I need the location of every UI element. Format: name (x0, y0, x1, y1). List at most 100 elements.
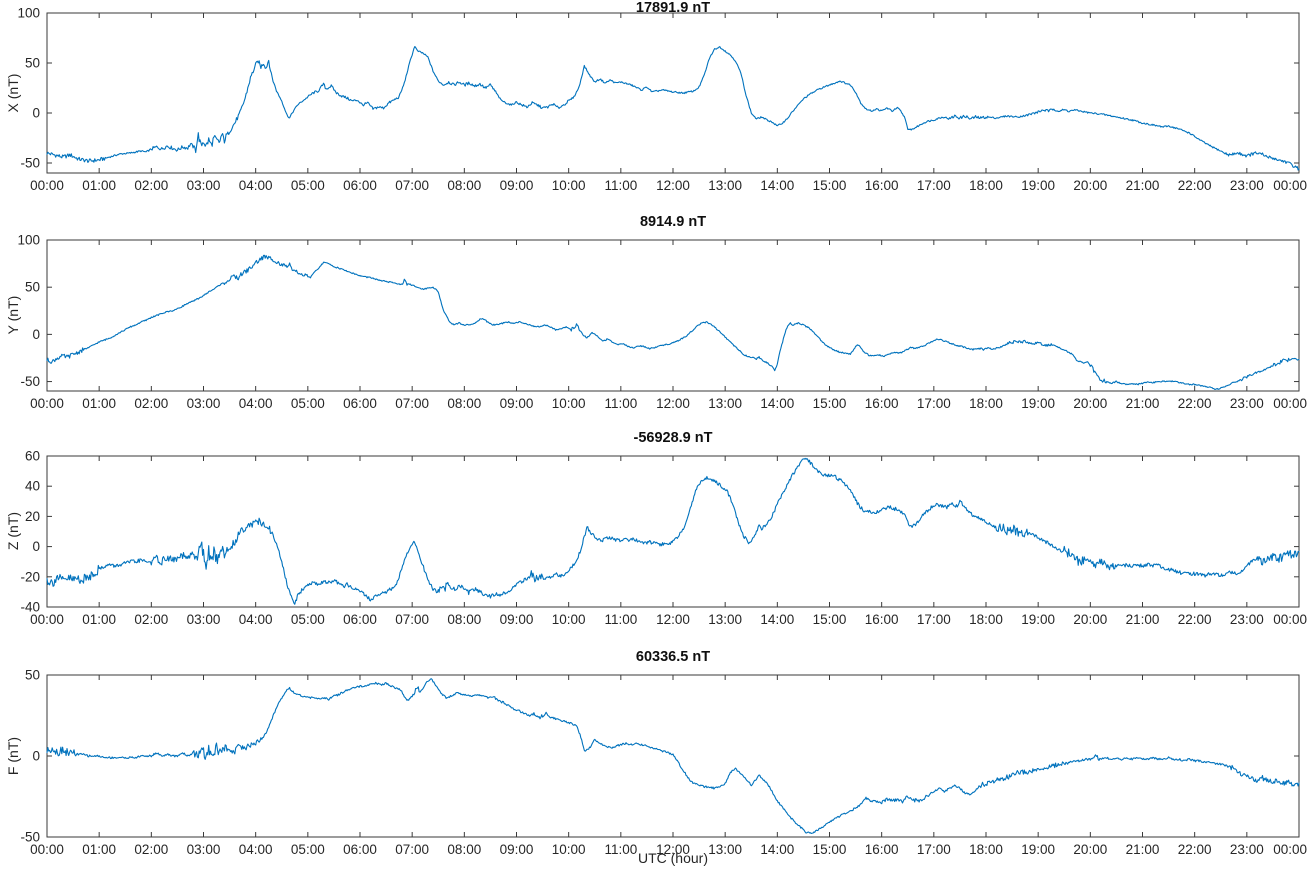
x-tick-label: 19:00 (1021, 842, 1055, 857)
x-tick-label: 18:00 (969, 842, 1003, 857)
panel-y-plot: 00:00 01:00 02:00 03:00 04:00 05:00 06:00 07:00… (17, 233, 1307, 412)
x-tick-label: 00:00 (30, 842, 64, 857)
x-tick-label: 04:00 (239, 842, 273, 857)
panel-y-ylabel: Y (nT) (5, 295, 21, 335)
x-tick-label: 02:00 (134, 396, 168, 411)
x-tick-label: 21:00 (1126, 178, 1160, 193)
x-tick-label: 06:00 (343, 396, 377, 411)
x-tick-label: 01:00 (82, 178, 116, 193)
y-tick-label: 0 (32, 539, 40, 554)
x-tick-label: 17:00 (917, 612, 951, 627)
x-tick-label: 14:00 (760, 178, 794, 193)
x-tick-label: 05:00 (291, 612, 325, 627)
x-tick-label: 11:00 (604, 178, 637, 193)
x-tick-label: 18:00 (969, 396, 1003, 411)
x-tick-label: 00:00 (1273, 842, 1307, 857)
x-tick-label: 19:00 (1021, 396, 1055, 411)
x-tick-label: 07:00 (395, 842, 429, 857)
y-tick-label: -50 (20, 830, 40, 845)
x-tick-label: 03:00 (187, 842, 221, 857)
x-tick-label: 03:00 (187, 178, 221, 193)
axes-box (46, 674, 1300, 838)
x-tick-label: 00:00 (30, 178, 64, 193)
x-tick-label: 12:00 (656, 612, 690, 627)
panel-y-title: 8914.9 nT (639, 214, 707, 230)
y-tick-label: 50 (25, 280, 40, 295)
x-tick-label: 19:00 (1021, 612, 1055, 627)
x-tick-label: 23:00 (1230, 612, 1264, 627)
axes-box (46, 455, 1300, 608)
y-tick-label: -50 (20, 374, 40, 389)
panel-f-title: 60336.5 nT (635, 649, 711, 665)
x-tick-label: 06:00 (343, 612, 377, 627)
axes-box (46, 239, 1300, 392)
x-tick-label: 20:00 (1073, 396, 1107, 411)
y-tick-label: 50 (25, 668, 40, 683)
panel-z-plot: 00:00 01:00 02:00 03:00 04:00 05:00 06:00 07:00… (20, 449, 1307, 628)
x-tick-label: 23:00 (1230, 396, 1264, 411)
x-tick-label: 21:00 (1126, 396, 1160, 411)
series-line-f (46, 678, 1300, 835)
x-tick-label: 08:00 (447, 178, 481, 193)
x-tick-label: 23:00 (1230, 842, 1264, 857)
series-line-z (46, 457, 1300, 605)
x-tick-label: 22:00 (1178, 842, 1212, 857)
x-tick-label: 16:00 (865, 396, 899, 411)
x-tick-label: 06:00 (343, 178, 377, 193)
x-tick-label: 12:00 (656, 178, 690, 193)
x-tick-label: 21:00 (1126, 612, 1160, 627)
y-tick-label: 0 (32, 106, 40, 121)
x-tick-label: 04:00 (239, 178, 273, 193)
x-tick-label: 00:00 (30, 396, 64, 411)
y-tick-label: 100 (17, 6, 40, 21)
x-tick-label: 12:00 (656, 842, 690, 857)
x-tick-label: 00:00 (1273, 612, 1307, 627)
x-tick-label: 17:00 (917, 178, 951, 193)
panel-x-title: 17891.9 nT (635, 0, 711, 16)
x-tick-label: 09:00 (500, 178, 534, 193)
y-tick-label: 60 (25, 449, 40, 464)
x-tick-label: 09:00 (500, 396, 534, 411)
y-tick-label: 0 (32, 749, 40, 764)
x-tick-label: 12:00 (656, 396, 690, 411)
x-tick-label: 16:00 (865, 178, 899, 193)
x-tick-label: 13:00 (708, 396, 742, 411)
x-tick-label: 04:00 (239, 612, 273, 627)
x-tick-label: 13:00 (708, 178, 742, 193)
x-tick-label: 05:00 (291, 396, 325, 411)
x-tick-label: 08:00 (447, 396, 481, 411)
x-tick-label: 10:00 (552, 396, 586, 411)
x-tick-label: 08:00 (447, 842, 481, 857)
x-tick-label: 02:00 (134, 612, 168, 627)
x-tick-label: 05:00 (291, 178, 325, 193)
y-tick-label: 0 (32, 327, 40, 342)
x-tick-label: 23:00 (1230, 178, 1264, 193)
x-tick-label: 02:00 (134, 842, 168, 857)
x-tick-label: 07:00 (395, 396, 429, 411)
y-tick-label: -40 (20, 600, 40, 615)
x-tick-label: 10:00 (552, 842, 586, 857)
x-tick-label: 07:00 (395, 612, 429, 627)
x-tick-label: 00:00 (30, 612, 64, 627)
x-tick-label: 20:00 (1073, 612, 1107, 627)
x-tick-label: 14:00 (760, 396, 794, 411)
series-line-x (46, 45, 1300, 171)
y-tick-label: 50 (25, 56, 40, 71)
x-tick-label: 15:00 (813, 178, 847, 193)
y-tick-label: 100 (17, 233, 40, 248)
x-tick-label: 17:00 (917, 842, 951, 857)
x-tick-label: 11:00 (604, 612, 637, 627)
x-tick-label: 16:00 (865, 612, 899, 627)
x-tick-label: 07:00 (395, 178, 429, 193)
x-tick-label: 05:00 (291, 842, 325, 857)
x-tick-label: 18:00 (969, 612, 1003, 627)
y-tick-label: 40 (25, 479, 40, 494)
x-tick-label: 01:00 (82, 396, 116, 411)
panel-x-plot: 00:00 01:00 02:00 03:00 04:00 05:00 06:00 07:00… (17, 6, 1307, 194)
series-line-y (46, 254, 1300, 390)
x-tick-label: 22:00 (1178, 178, 1212, 193)
x-tick-label: 04:00 (239, 396, 273, 411)
x-tick-label: 00:00 (1273, 178, 1307, 193)
x-tick-label: 15:00 (813, 612, 847, 627)
